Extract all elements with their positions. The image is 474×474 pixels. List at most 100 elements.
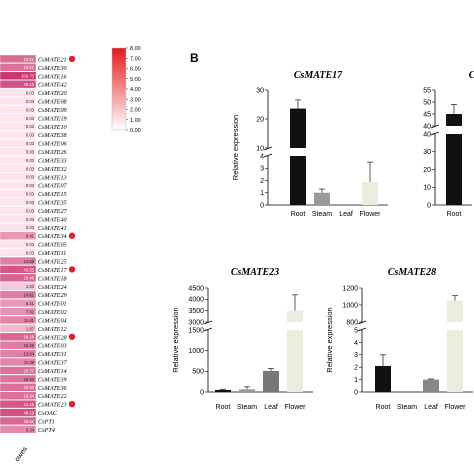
heatmap-cell <box>0 54 37 64</box>
color-scale-tick-label: 6.00 <box>130 67 141 73</box>
y-tick-label: 10 <box>423 185 431 192</box>
heatmap-cell-value: 48.15 <box>24 82 35 87</box>
heatmap-cell <box>0 357 37 367</box>
heatmap-cell <box>0 290 37 299</box>
heatmap-cell <box>0 383 37 392</box>
heatmap-cell <box>0 96 37 106</box>
bar <box>362 181 378 205</box>
heatmap-cell-value: 0.03 <box>26 133 35 138</box>
y-tick-label: 30 <box>256 87 264 94</box>
heatmap-cell-value: 0.03 <box>26 99 35 104</box>
y-tick-label: 500 <box>192 369 204 376</box>
y-tick-label: 55 <box>423 87 431 94</box>
heatmap-gene-label: CsMATE33 <box>38 157 67 164</box>
color-scale-tick-label: 5.00 <box>130 77 141 83</box>
chart-title: CsMATE28 <box>388 267 436 278</box>
bar <box>287 330 303 392</box>
color-scale-tick-label: 8.00 <box>130 46 141 52</box>
y-tick-label: 40 <box>423 131 431 138</box>
bar <box>215 389 231 392</box>
bar <box>263 370 279 392</box>
heatmap-gene-label: CsMATE01 <box>38 301 67 308</box>
x-category-label: Flower <box>444 404 466 411</box>
bar <box>447 300 463 322</box>
color-scale-bar <box>111 47 127 131</box>
y-tick-label: 1000 <box>188 348 204 355</box>
heatmap-cell-value: 13.69 <box>24 259 35 264</box>
heatmap-cell <box>0 164 37 173</box>
heatmap-cell-value: 23.51 <box>24 57 35 62</box>
x-category-label: Root <box>216 404 231 411</box>
heatmap-gene-label: CsMATE15 <box>38 191 67 198</box>
heatmap-cell <box>0 231 37 240</box>
heatmap-gene-label: CsMATE13 <box>38 174 67 181</box>
heatmap-gene-label: CsMATE26 <box>38 149 68 156</box>
heatmap-cell <box>0 307 37 316</box>
heatmap-cell-value: 13.04 <box>24 352 35 357</box>
highlight-dot <box>68 266 76 273</box>
y-tick-label: 5 <box>354 327 358 334</box>
heatmap-gene-label: CsMATE16 <box>38 73 68 80</box>
heatmap-cell-value: 0.03 <box>26 208 35 213</box>
bar <box>239 389 255 392</box>
heatmap-cell-value: 0.03 <box>26 91 35 96</box>
heatmap-gene-label: CsPT1 <box>38 418 55 425</box>
heatmap-cell-value: 0.03 <box>26 116 35 121</box>
heatmap-cell <box>0 265 37 274</box>
y-tick-label: 3 <box>354 352 358 359</box>
heatmap-cell-value: 0.03 <box>26 149 35 154</box>
heatmap-cell-value: 1.97 <box>26 326 35 331</box>
heatmap-gene-label: CsPT4 <box>38 427 55 434</box>
bar <box>446 114 462 126</box>
heatmap-gene-label: CsMATE38 <box>38 132 68 139</box>
heatmap-cell <box>0 189 37 198</box>
heatmap-cell-value: 9.34 <box>26 427 35 432</box>
x-category-label: Leaf <box>339 211 353 218</box>
bar-chart-csmate17: CsMATE17 Relative expression 0 1 2 3 410 20 30 Ro… <box>231 70 388 218</box>
heatmap-gene-label: CsMATE28 <box>38 334 68 341</box>
heatmap-cell-value: 25.51 <box>24 419 35 424</box>
heatmap-cell-value: 15.29 <box>24 343 35 348</box>
heatmap-gene-label: CsMATE02 <box>38 309 67 316</box>
heatmap-cell-value: 0.03 <box>26 158 35 163</box>
heatmap-gene-label: CsOAC <box>38 410 58 417</box>
heatmap-column-label: owes <box>14 445 29 463</box>
heatmap-gene-label: CsMATE14 <box>38 368 67 375</box>
heatmap-cell-value: 19.34 <box>24 394 35 399</box>
heatmap-cell <box>0 248 37 257</box>
chart-title: CsMATE23 <box>231 267 279 278</box>
x-category-label: Root <box>291 211 306 218</box>
y-tick-label: 10 <box>256 145 264 152</box>
y-tick-label: 3000 <box>188 319 204 326</box>
heatmap-gene-label: CsMATE25 <box>38 259 67 266</box>
heatmap-gene-label: CsMATE30 <box>38 65 68 72</box>
heatmap-cell <box>0 332 37 341</box>
highlight-dot <box>68 400 76 408</box>
x-category-label: Leaf <box>264 404 278 411</box>
heatmap-gene-label: CsMATE17 <box>38 267 68 274</box>
color-scale-tick-label: 1.00 <box>130 118 141 124</box>
heatmap-cell <box>0 223 37 232</box>
y-tick-label: 45 <box>423 111 431 118</box>
color-scale-tick-label: 0.00 <box>130 128 141 134</box>
heatmap-gene-label: CsMATE07 <box>38 183 68 190</box>
heatmap-cell-value: 20.93 <box>24 385 35 390</box>
y-tick-label: 0 <box>260 202 264 209</box>
heatmap-cell <box>0 256 37 266</box>
heatmap-cell <box>0 282 37 291</box>
heatmap-cell <box>0 181 37 190</box>
heatmap-cell-value: 0.03 <box>26 107 35 112</box>
heatmap-cell-value: 0.03 <box>26 192 35 197</box>
y-tick-label: 20 <box>423 167 431 174</box>
heatmap-cell-value: 19.51 <box>24 65 35 70</box>
highlight-dot <box>68 55 76 63</box>
y-tick-label: 1200 <box>342 285 358 292</box>
heatmap-cell-value: 20.77 <box>24 368 35 373</box>
heatmap-gene-label: CsMATE23 <box>38 402 67 409</box>
y-tick-label: 4 <box>260 153 264 160</box>
heatmap-gene-label: CsMATE19 <box>38 115 67 122</box>
x-category-label: Steam <box>397 404 417 411</box>
heatmap-cell <box>0 391 37 400</box>
